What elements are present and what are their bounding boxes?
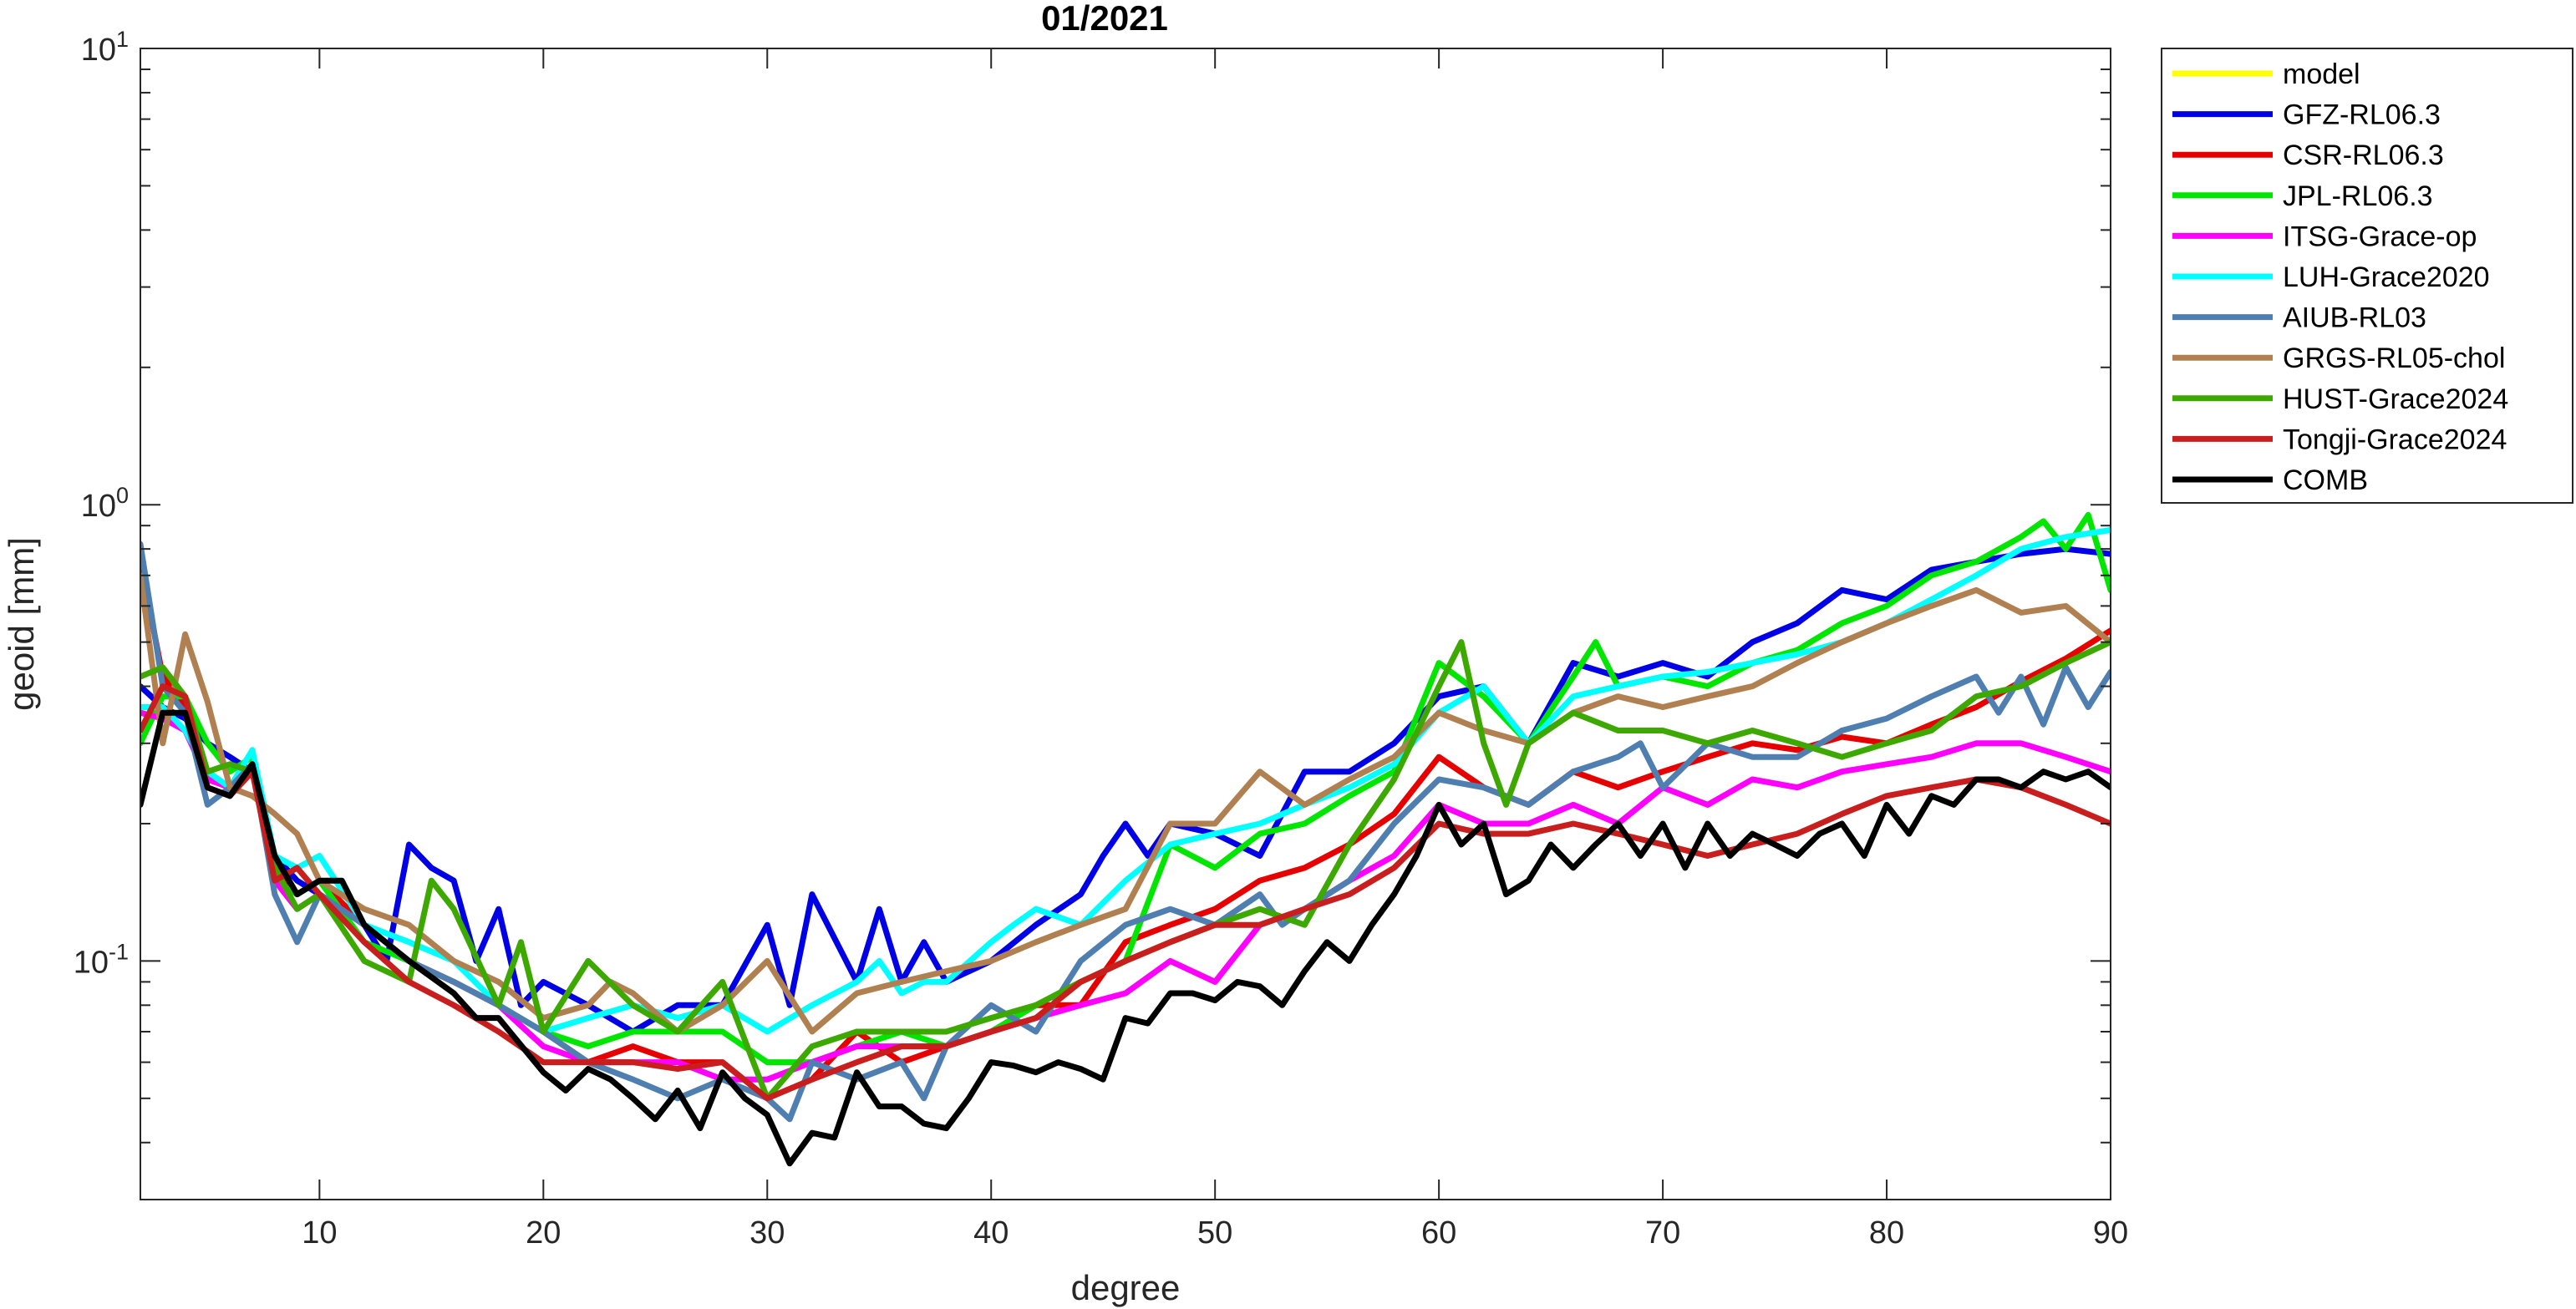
series-line-Tongji-Grace2024	[140, 683, 2111, 1102]
x-axis-label: degree	[1071, 1268, 1181, 1307]
x-tick-label: 70	[1645, 1215, 1680, 1251]
x-tick-label: 80	[1869, 1215, 1904, 1251]
legend-entry: COMB	[2283, 464, 2368, 496]
chart-title: 01/2021	[1041, 0, 1168, 38]
legend: model GFZ-RL06.3 CSR-RL06.3 JPL-RL06.3 ITSG-…	[2161, 48, 2573, 504]
plot-area	[140, 48, 2111, 1200]
y-axis-label: geoid [mm]	[2, 537, 41, 711]
legend-entry: GRGS-RL05-chol	[2283, 342, 2505, 374]
legend-entry: LUH-Grace2020	[2283, 261, 2490, 293]
y-tick-label: 101	[81, 27, 129, 68]
legend-entry: HUST-Grace2024	[2283, 383, 2508, 415]
y-tick-label: 10-1	[74, 939, 129, 980]
series-line-LUH-Grace2020	[140, 527, 2111, 1035]
legend-entry: GFZ-RL06.3	[2283, 99, 2441, 131]
x-tick-label: 10	[302, 1215, 337, 1251]
y-tick-labels: 101 100 10-1	[74, 27, 129, 980]
x-tick-label: 90	[2093, 1215, 2128, 1251]
legend-entry: CSR-RL06.3	[2283, 140, 2444, 171]
x-tick-label: 20	[526, 1215, 561, 1251]
legend-entry: ITSG-Grace-op	[2283, 221, 2477, 252]
series-line-HUST-Grace2024	[140, 639, 2111, 1102]
x-tick-label: 60	[1421, 1215, 1456, 1251]
x-tick-label: 40	[973, 1215, 1009, 1251]
x-tick-label: 30	[749, 1215, 785, 1251]
plot-frame	[140, 48, 2111, 1200]
series-line-COMB	[140, 709, 2111, 1167]
x-tick-labels: 10 20 30 40 50 60 70 80 90	[302, 1215, 2128, 1251]
series-line-GRGS-RL05-chol	[140, 572, 2111, 1035]
legend-entry: AIUB-RL03	[2283, 302, 2426, 334]
legend-entry: Tongji-Grace2024	[2283, 424, 2507, 455]
axis-ticks	[140, 48, 2111, 1200]
x-tick-label: 50	[1197, 1215, 1232, 1251]
legend-entry: JPL-RL06.3	[2283, 180, 2433, 212]
legend-entry: model	[2283, 58, 2360, 90]
series-layer	[140, 511, 2111, 1167]
y-tick-label: 100	[81, 483, 129, 524]
